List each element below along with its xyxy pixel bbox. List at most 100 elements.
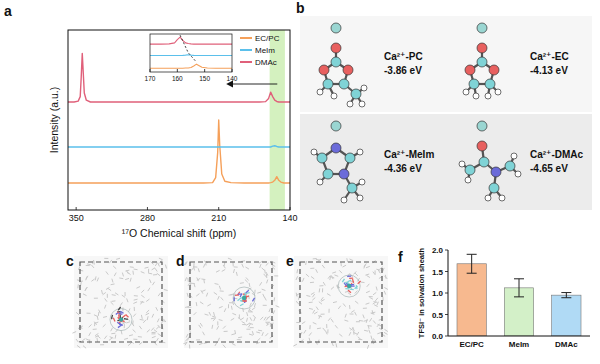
solvent-molecule bbox=[260, 264, 261, 268]
solvent-molecule bbox=[368, 325, 372, 326]
solvation-molecule bbox=[342, 279, 344, 282]
error-bar bbox=[467, 254, 477, 273]
solvent-molecule bbox=[364, 320, 368, 322]
solvent-molecule bbox=[267, 279, 268, 283]
solvation-molecule bbox=[126, 315, 129, 318]
solvation-molecule bbox=[234, 297, 235, 301]
atom bbox=[459, 161, 465, 167]
solvent-molecule bbox=[124, 324, 125, 328]
solvent-molecule bbox=[152, 336, 156, 337]
solvent-molecule bbox=[219, 320, 223, 321]
solvent-molecule bbox=[264, 270, 266, 274]
solvent-molecule bbox=[125, 292, 126, 296]
solvent-molecule bbox=[344, 320, 348, 321]
solvent-molecule bbox=[150, 279, 152, 283]
solvent-molecule bbox=[217, 321, 218, 325]
solvent-molecule bbox=[356, 321, 360, 322]
molecule bbox=[317, 23, 367, 107]
solvent-molecule bbox=[83, 346, 86, 349]
solvent-molecule bbox=[345, 291, 349, 292]
solvent-molecule bbox=[312, 298, 315, 301]
solvent-molecule bbox=[199, 325, 201, 328]
atom bbox=[485, 195, 491, 201]
solvation-molecule bbox=[355, 286, 358, 289]
solvent-molecule bbox=[158, 334, 161, 336]
error-bar-cap bbox=[514, 278, 524, 279]
solvent-molecule bbox=[109, 260, 111, 263]
solvent-molecule bbox=[296, 269, 298, 273]
solvent-molecule bbox=[246, 329, 250, 330]
md-background bbox=[74, 256, 168, 348]
solvent-molecule bbox=[296, 294, 299, 296]
spectrum-line bbox=[68, 120, 290, 183]
solvent-molecule bbox=[260, 282, 262, 285]
x-tick-label: 140 bbox=[227, 75, 238, 82]
panel-a-inset: 170160150140 bbox=[145, 34, 238, 82]
solvent-molecule bbox=[245, 280, 248, 283]
solvent-molecule bbox=[143, 320, 146, 323]
solvent-molecule bbox=[111, 328, 113, 332]
solvent-molecule bbox=[310, 268, 314, 269]
solvent-molecule bbox=[148, 273, 152, 275]
solvent-molecule bbox=[373, 321, 376, 324]
solvent-molecule bbox=[363, 308, 367, 309]
solvent-molecule bbox=[249, 310, 252, 312]
solvent-molecule bbox=[219, 306, 223, 307]
solvation-molecule bbox=[118, 307, 120, 310]
y-tick bbox=[445, 336, 448, 337]
solvent-molecule bbox=[249, 334, 253, 335]
solvent-molecule bbox=[257, 292, 261, 293]
solvent-molecule bbox=[115, 293, 118, 295]
solvent-molecule bbox=[194, 283, 195, 287]
y-tick bbox=[445, 314, 448, 315]
solvent-molecule bbox=[132, 321, 133, 325]
solvent-molecule bbox=[267, 316, 270, 318]
solvent-molecule bbox=[112, 279, 113, 283]
error-bar-cap bbox=[561, 292, 571, 293]
solvent-molecule bbox=[312, 294, 314, 297]
solvent-molecule bbox=[370, 318, 372, 321]
solvation-molecule bbox=[113, 318, 115, 322]
solvent-molecule bbox=[215, 283, 219, 285]
solvent-molecule bbox=[252, 307, 255, 309]
molecule bbox=[311, 121, 365, 203]
solvent-molecule bbox=[129, 335, 133, 336]
solvent-molecule bbox=[343, 265, 347, 267]
solvent-molecule bbox=[113, 266, 116, 269]
solvent-molecule bbox=[141, 295, 144, 297]
solvent-molecule bbox=[350, 313, 354, 314]
solvent-molecule bbox=[209, 312, 211, 316]
solvent-molecule bbox=[318, 259, 321, 261]
solvent-molecule bbox=[323, 328, 326, 331]
solvent-molecule bbox=[353, 331, 354, 335]
y-tick-label: 1.0 bbox=[432, 289, 444, 298]
y-axis-label: Intensity (a.u.) bbox=[48, 87, 60, 154]
solvent-molecule bbox=[340, 262, 341, 266]
solvation-molecule bbox=[118, 314, 120, 318]
solvent-molecule bbox=[366, 266, 370, 267]
solvent-molecule bbox=[232, 262, 233, 266]
atom bbox=[477, 23, 487, 33]
x-tick-label: 150 bbox=[199, 75, 210, 82]
solvent-molecule bbox=[262, 289, 266, 290]
solvent-molecule bbox=[141, 290, 144, 293]
solvent-molecule bbox=[349, 332, 351, 336]
solvent-molecule bbox=[105, 298, 107, 301]
solvent-molecule bbox=[266, 263, 269, 266]
solvent-molecule bbox=[106, 271, 108, 274]
solvent-molecule bbox=[334, 275, 338, 276]
complex-label: Ca²⁺-DMAc bbox=[530, 149, 583, 160]
solvent-molecule bbox=[377, 333, 381, 334]
atom bbox=[479, 157, 489, 167]
solvent-molecule bbox=[331, 319, 333, 322]
atom bbox=[477, 141, 487, 151]
panel-b-row-background bbox=[300, 16, 592, 112]
solvent-molecule bbox=[141, 272, 145, 274]
spectrum-line bbox=[150, 64, 232, 68]
solvent-molecule bbox=[188, 337, 190, 341]
solvent-molecule bbox=[133, 330, 136, 333]
solvation-molecule bbox=[353, 279, 354, 283]
solvent-molecule bbox=[217, 326, 219, 329]
atom bbox=[331, 143, 341, 153]
solvent-molecule bbox=[111, 333, 115, 334]
